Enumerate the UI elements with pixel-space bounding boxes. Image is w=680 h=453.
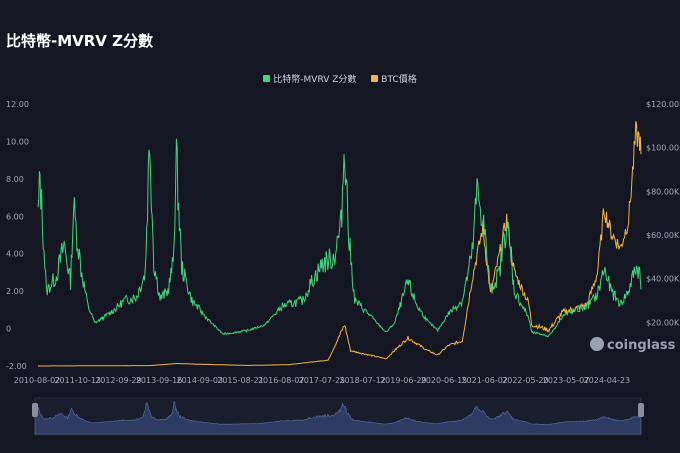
x-tick-label: 2018-07-12 xyxy=(339,376,386,385)
chart-title: 比特幣-MVRV Z分數 xyxy=(6,32,154,50)
watermark: coinglass xyxy=(590,337,676,353)
legend-swatch-zscore xyxy=(263,75,271,82)
x-tick-label: 2015-08-21 xyxy=(217,376,264,385)
series-line-mvrv-zscore xyxy=(37,138,642,338)
y-left-tick-label: 6.00 xyxy=(6,212,24,221)
x-tick-label: 2020-06-15 xyxy=(421,376,468,385)
x-tick-label: 2012-09-29 xyxy=(95,376,142,385)
y-right-tick-label: $60.00K xyxy=(646,231,680,240)
x-axis: 2010-08-022011-10-132012-09-292013-09-16… xyxy=(14,376,630,385)
y-right-tick-label: $80.00K xyxy=(646,187,680,196)
x-tick-label: 2011-10-13 xyxy=(54,376,101,385)
x-tick-label: 2016-08-07 xyxy=(258,376,305,385)
y-left-tick-label: 2.00 xyxy=(6,287,24,296)
y-left-tick-label: 8.00 xyxy=(6,175,24,184)
watermark-logo-icon xyxy=(590,337,604,351)
plot-lines xyxy=(37,121,642,367)
legend-label-zscore: 比特幣-MVRV Z分數 xyxy=(273,75,357,85)
y-right-tick-label: $20.00K xyxy=(646,318,680,327)
y-left-tick-label: 12.00 xyxy=(6,100,29,109)
x-tick-label: 2022-05-20 xyxy=(502,376,549,385)
y-left-tick-label: -2.00 xyxy=(6,362,27,371)
legend-item-zscore[interactable]: 比特幣-MVRV Z分數 xyxy=(263,72,356,85)
x-tick-label: 2014-09-03 xyxy=(177,376,224,385)
x-tick-label: 2023-05-07 xyxy=(543,376,590,385)
x-tick-label: 2013-09-16 xyxy=(136,376,183,385)
x-tick-label: 2024-04-23 xyxy=(584,376,631,385)
navigator-handle-right[interactable] xyxy=(638,403,644,417)
navigator-handle-left[interactable] xyxy=(32,403,38,417)
y-left-tick-label: 0 xyxy=(6,325,11,334)
y-right-tick-label: $120.00K xyxy=(646,100,680,109)
legend-item-price[interactable]: BTC價格 xyxy=(371,72,417,85)
y-right-tick-label: $40.00K xyxy=(646,275,680,284)
y-left-axis: 12.00 10.00 8.00 6.00 4.00 2.00 0 -2.00 xyxy=(6,100,29,371)
legend-label-price: BTC價格 xyxy=(381,75,417,85)
legend-swatch-price xyxy=(371,75,379,82)
y-right-axis: $120.00K $100.00K $80.00K $60.00K $40.00K $20… xyxy=(646,100,680,327)
x-tick-label: 2021-06-02 xyxy=(461,376,508,385)
y-right-tick-label: $100.00K xyxy=(646,144,680,153)
x-tick-label: 2010-08-02 xyxy=(14,376,61,385)
watermark-text: coinglass xyxy=(607,338,676,353)
x-tick-label: 2017-07-25 xyxy=(299,376,346,385)
series-line-btc-price xyxy=(38,121,642,367)
y-left-tick-label: 4.00 xyxy=(6,250,24,259)
x-tick-label: 2019-06-29 xyxy=(380,376,427,385)
y-left-tick-label: 10.00 xyxy=(6,137,29,146)
navigator-area xyxy=(34,400,642,435)
range-navigator[interactable] xyxy=(32,397,644,436)
legend: 比特幣-MVRV Z分數 BTC價格 xyxy=(0,72,680,85)
